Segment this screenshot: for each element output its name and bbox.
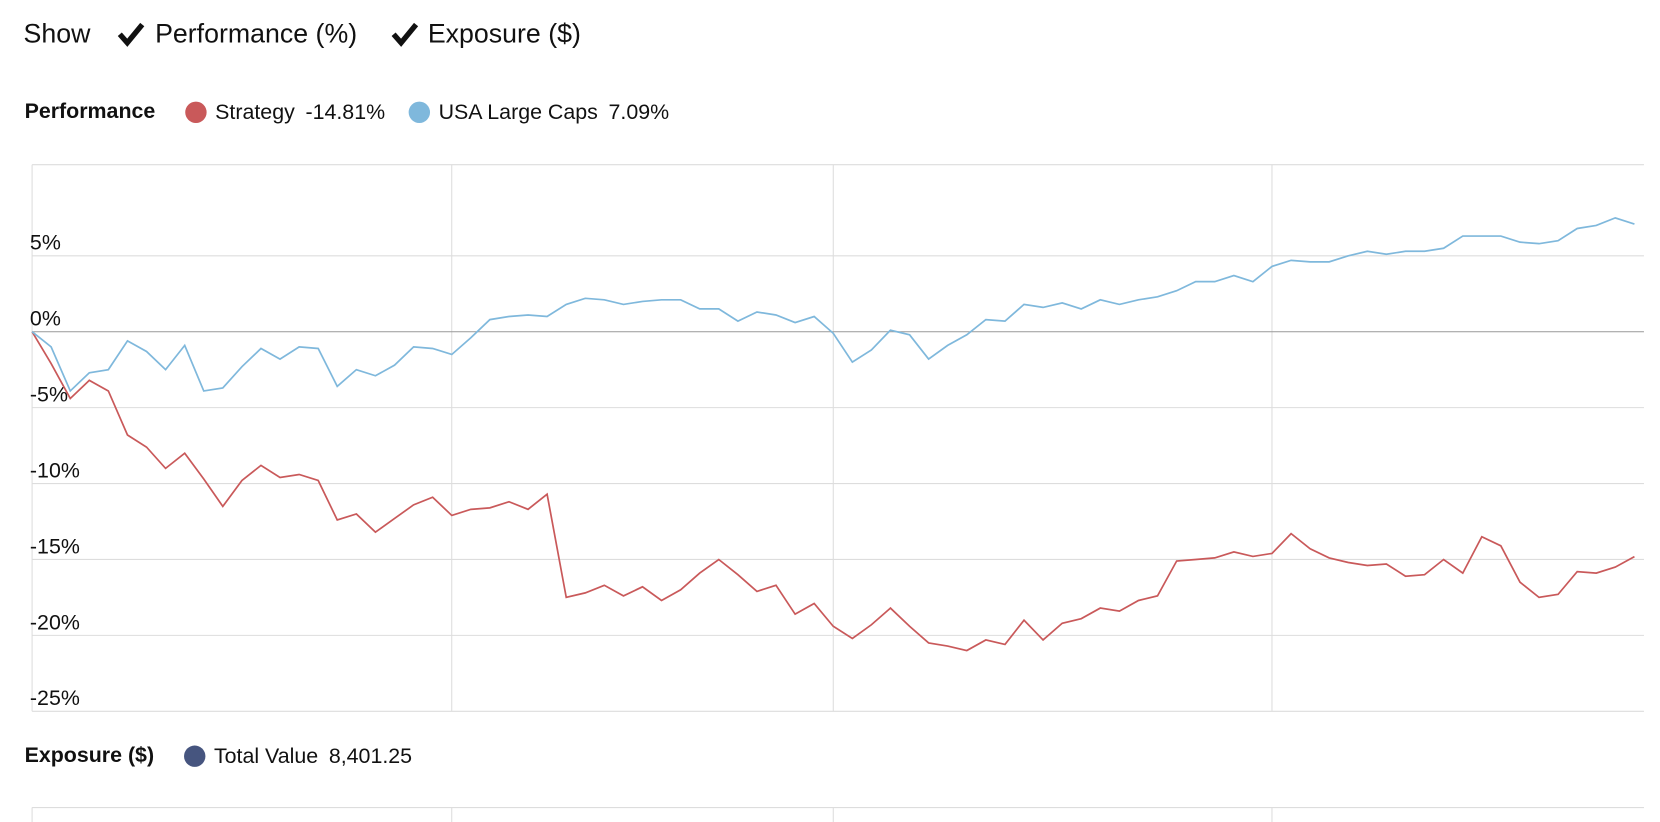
y-tick-label: 5% — [30, 231, 61, 255]
checkmark — [117, 22, 145, 47]
legend-name[interactable]: Strategy — [215, 100, 295, 124]
legend-dot[interactable] — [185, 101, 207, 124]
legend-value: 7.09% — [609, 100, 670, 124]
chart-title: Performance — [25, 99, 156, 123]
legend-name[interactable]: Total Value — [214, 744, 318, 768]
y-tick-label: -5% — [30, 383, 68, 407]
toggle-exposure[interactable]: Exposure ($) — [391, 18, 581, 48]
toggle-label[interactable]: Exposure ($) — [428, 18, 581, 48]
checkmark — [391, 22, 419, 47]
legend-dot[interactable] — [184, 745, 206, 767]
legend-value: 8,401.25 — [329, 744, 412, 768]
y-tick-label: -10% — [30, 458, 80, 482]
y-tick-label: 0% — [30, 307, 61, 331]
y-tick-label: -25% — [30, 686, 80, 710]
toggle-performance[interactable]: Performance (%) — [117, 18, 357, 48]
show-label: Show — [24, 18, 92, 48]
chart-title: Exposure ($) — [25, 743, 154, 767]
legend-value: -14.81% — [305, 100, 385, 124]
legend-name[interactable]: USA Large Caps — [439, 100, 598, 124]
toggle-label[interactable]: Performance (%) — [155, 18, 357, 48]
y-tick-label: -20% — [30, 610, 80, 634]
series-line — [31, 216, 1635, 393]
y-tick-label: -15% — [30, 534, 80, 558]
series-line — [31, 331, 1635, 652]
legend-dot[interactable] — [408, 101, 431, 124]
